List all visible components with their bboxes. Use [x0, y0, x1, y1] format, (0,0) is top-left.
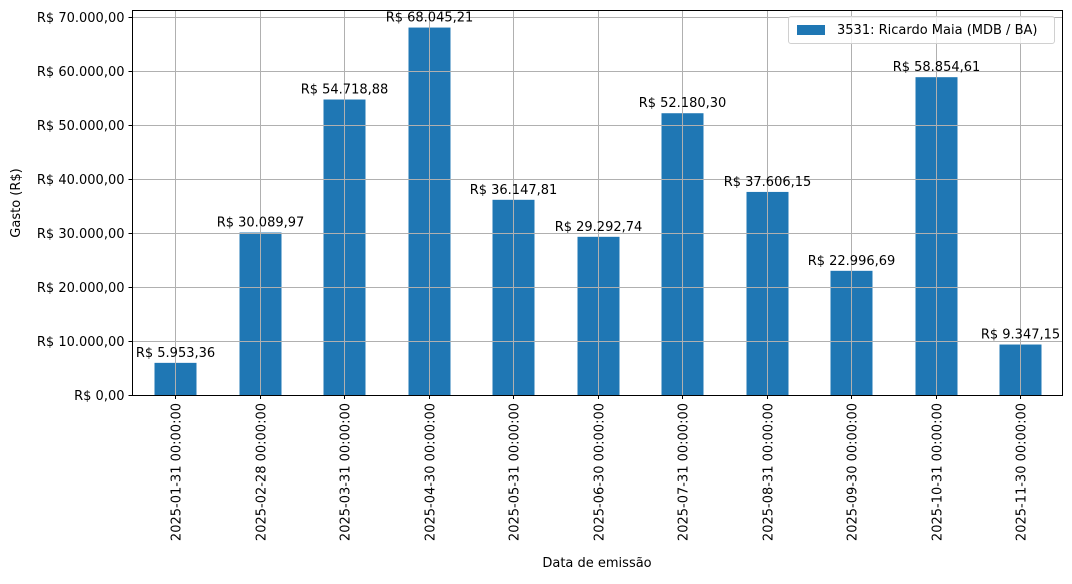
x-tick-label: 2025-11-30 00:00:00 [1015, 403, 1030, 541]
y-tick-label: R$ 40.000,00 [37, 173, 125, 188]
bar-value-label: R$ 22.996,69 [808, 254, 896, 269]
bar-value-label: R$ 29.292,74 [555, 220, 643, 235]
bar-value-label: R$ 9.347,15 [981, 328, 1060, 343]
bar-value-label: R$ 54.718,88 [301, 83, 389, 98]
y-tick-label: R$ 30.000,00 [37, 227, 125, 242]
bar-value-label: R$ 58.854,61 [893, 60, 981, 75]
bar-value-label: R$ 30.089,97 [217, 216, 305, 231]
y-tick-label: R$ 20.000,00 [37, 281, 125, 296]
bar-value-label: R$ 36.147,81 [470, 183, 558, 198]
x-tick-label: 2025-01-31 00:00:00 [170, 403, 185, 541]
x-tick-label: 2025-02-28 00:00:00 [255, 403, 270, 541]
y-tick-label: R$ 70.000,00 [37, 11, 125, 26]
x-axis-ticks: 2025-01-31 00:00:00 2025-02-28 00:00:00 20… [170, 395, 1030, 541]
y-tick-label: R$ 50.000,00 [37, 119, 125, 134]
axes-frame [132, 10, 1063, 396]
x-tick-label: 2025-07-31 00:00:00 [677, 403, 692, 541]
y-axis-label: Gasto (R$) [9, 168, 24, 237]
x-tick-label: 2025-06-30 00:00:00 [593, 403, 608, 541]
bar-value-label: R$ 5.953,36 [136, 346, 215, 361]
bar-value-label: R$ 68.045,21 [386, 11, 474, 26]
bar-value-labels: R$ 5.953,36 R$ 30.089,97 R$ 54.718,88 R$ 68… [136, 11, 1060, 361]
legend-label: 3531: Ricardo Maia (MDB / BA) [837, 22, 1038, 38]
legend: 3531: Ricardo Maia (MDB / BA) [788, 16, 1055, 44]
y-tick-label: R$ 10.000,00 [37, 335, 125, 350]
x-tick-label: 2025-10-31 00:00:00 [931, 403, 946, 541]
x-tick-label: 2025-04-30 00:00:00 [424, 403, 439, 541]
y-axis-ticks: R$ 0,00 R$ 10.000,00 R$ 20.000,00 R$ 30.000… [37, 11, 133, 404]
y-tick-label: R$ 60.000,00 [37, 65, 125, 80]
bar-value-label: R$ 37.606,15 [724, 175, 812, 190]
y-tick-label: R$ 0,00 [74, 389, 124, 404]
x-tick-label: 2025-08-31 00:00:00 [762, 403, 777, 541]
x-tick-label: 2025-03-31 00:00:00 [339, 403, 354, 541]
legend-swatch-icon [797, 25, 825, 35]
x-tick-label: 2025-09-30 00:00:00 [846, 403, 861, 541]
bar-value-label: R$ 52.180,30 [639, 96, 727, 111]
x-axis-label: Data de emissão [542, 556, 651, 571]
x-tick-label: 2025-05-31 00:00:00 [508, 403, 523, 541]
